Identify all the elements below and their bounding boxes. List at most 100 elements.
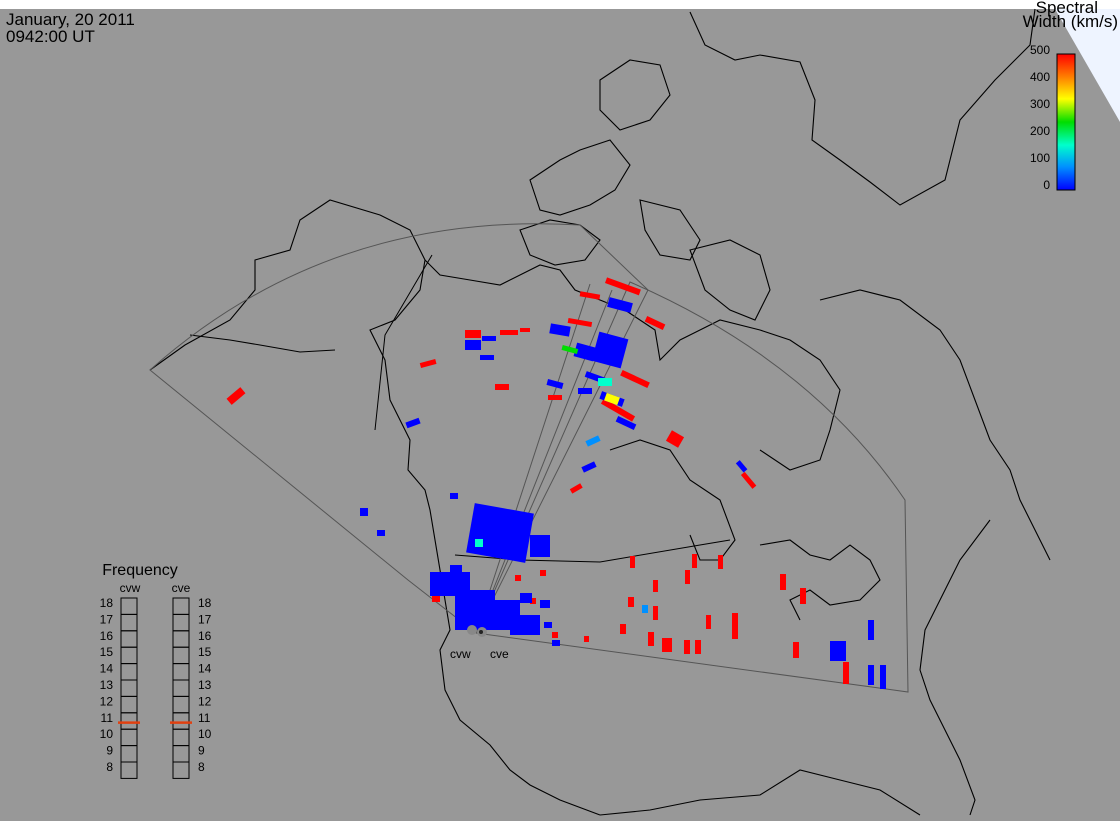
frequency-tick: 15	[100, 645, 114, 659]
radar-site-dot	[479, 630, 483, 634]
frequency-cell	[172, 761, 190, 779]
scatter-cell	[520, 328, 530, 332]
west-coast	[149, 199, 601, 816]
scatter-cell	[579, 291, 601, 300]
scatter-cell	[584, 636, 589, 642]
frequency-tick: 13	[198, 678, 212, 692]
scatter-cell	[561, 344, 579, 354]
colorbar-gradient	[1056, 53, 1076, 191]
scatter-cell	[546, 379, 564, 389]
scatter-cell	[665, 430, 685, 448]
greenland-coast	[689, 8, 1036, 206]
frequency-tick: 11	[101, 711, 114, 725]
frequency-tick: 18	[100, 596, 114, 610]
scatter-cell	[735, 460, 748, 473]
scatter-cell	[466, 503, 534, 563]
scatter-cell	[515, 575, 521, 581]
frequency-cell	[120, 761, 138, 779]
scatter-cell	[718, 555, 723, 569]
corner-wedge	[1055, 9, 1120, 122]
scatter-cell	[628, 597, 634, 607]
scatter-cell	[540, 600, 550, 608]
frequency-panel: Frequency cvw cve 18 17 16 15 14 13 12 11 10 9 8 1…	[100, 562, 212, 779]
scatter-cell	[604, 277, 641, 296]
map-background	[0, 9, 1120, 821]
fov-cvw	[149, 223, 649, 634]
frequency-tick: 17	[100, 612, 114, 626]
scatter-cell	[648, 632, 654, 646]
beam-line-1	[475, 283, 591, 634]
radar-sites: cvw cve	[450, 625, 509, 661]
hudson-bay	[609, 439, 736, 561]
colorbar-title-line2: Width (km/s)	[1023, 12, 1118, 31]
great-lakes	[759, 539, 881, 621]
scatter-cell	[843, 662, 849, 684]
frequency-tick: 17	[198, 612, 212, 626]
scatter-cell	[591, 331, 629, 369]
scatter-cell	[830, 641, 846, 661]
labrador-coast	[819, 289, 1051, 561]
scatter-cell	[685, 570, 690, 584]
scatter-cell	[615, 416, 637, 430]
fov-cve	[475, 281, 909, 693]
coastlines	[149, 8, 1051, 816]
frequency-tick: 8	[106, 760, 113, 774]
southern-coast	[599, 769, 921, 816]
scatter-cell	[480, 355, 494, 360]
scatter-cell	[450, 493, 458, 499]
arctic-islands-4	[639, 199, 701, 261]
alaska-canada-border	[374, 254, 433, 431]
alaska-peninsula	[189, 334, 336, 353]
scatter-cell	[600, 398, 636, 422]
scatter-cell	[226, 387, 246, 405]
frequency-radar-label: cvw	[120, 581, 141, 595]
scatter-cell	[868, 620, 874, 640]
frequency-columns	[120, 597, 190, 779]
scatter-cell	[880, 665, 886, 689]
scatter-cell	[653, 580, 658, 592]
frequency-tick: 15	[198, 645, 212, 659]
scatter-cell	[520, 593, 532, 603]
scatter-cell	[692, 554, 697, 568]
scatter-cell	[530, 535, 550, 557]
arctic-islands-1	[529, 139, 631, 216]
colorbar-tick: 500	[1030, 43, 1050, 57]
scatter-cell	[604, 392, 620, 406]
arctic-islands-2	[599, 59, 671, 131]
borders	[374, 254, 731, 563]
date-label: January, 20 2011	[6, 10, 135, 29]
scatter-other	[475, 344, 648, 613]
scatter-cell	[662, 638, 672, 652]
scatter-cell	[620, 624, 626, 634]
radar-site-cvw	[467, 625, 477, 635]
scatter-cell	[548, 395, 562, 400]
scatter-cell	[585, 435, 601, 447]
scatter-cell	[567, 317, 593, 328]
colorbar-tick: 400	[1030, 70, 1050, 84]
scatter-cell	[488, 510, 506, 522]
scatter-cell	[800, 588, 806, 604]
frequency-tick: 18	[198, 596, 212, 610]
scatter-cell	[495, 384, 509, 390]
scatter-cell	[500, 330, 518, 335]
colorbar-title-line1: Spectral	[1036, 0, 1098, 17]
scatter-cell	[455, 590, 495, 630]
arctic-islands-3	[519, 219, 601, 266]
scatter-cell	[653, 606, 658, 620]
scatter-cell	[780, 574, 786, 590]
scatter-cell	[482, 336, 496, 341]
frequency-tick: 10	[198, 727, 212, 741]
frequency-tick: 14	[100, 662, 114, 676]
scatter-cell	[569, 483, 583, 494]
colorbar-tick: 100	[1030, 151, 1050, 165]
colorbar: Spectral Width (km/s) 500 400 300 200 10…	[1023, 0, 1118, 192]
top-margin	[0, 0, 1120, 9]
frequency-right-ticks: 18 17 16 15 14 13 12 11 10 9 8	[198, 596, 212, 774]
frequency-tick: 9	[198, 744, 205, 758]
frequency-title: Frequency	[102, 562, 178, 579]
scatter-cell	[868, 665, 874, 685]
scatter-cell	[573, 342, 597, 362]
radar-label-cvw: cvw	[450, 647, 471, 661]
frequency-tick: 9	[106, 744, 113, 758]
